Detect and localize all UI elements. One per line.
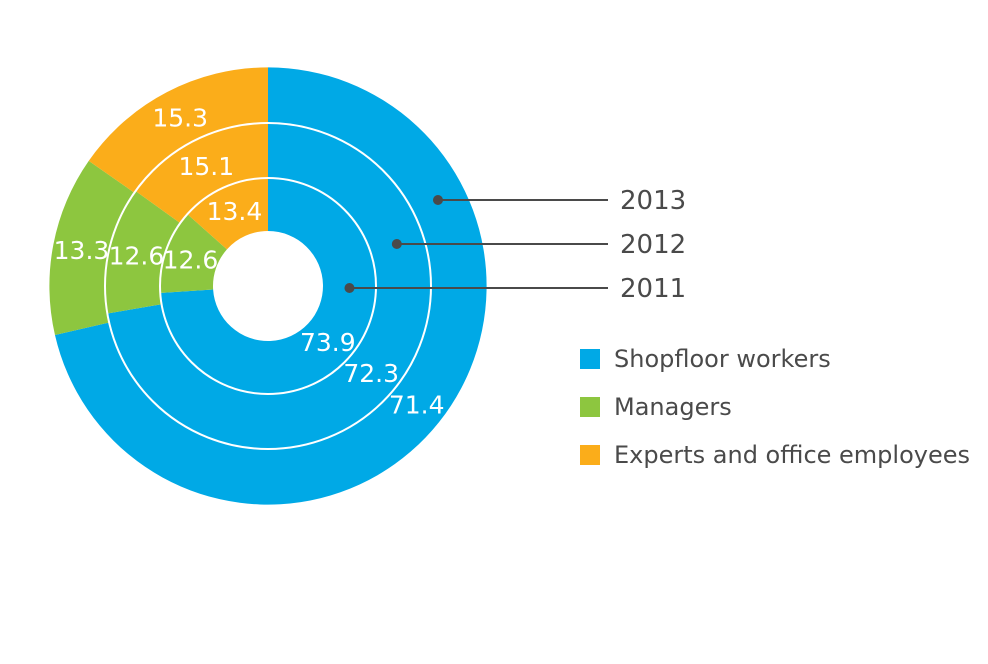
callout-label-2012: 2012 [620,230,686,260]
legend-swatch-shopfloor-workers [580,349,600,369]
year-callouts: 2011 2012 2013 [344,186,686,304]
value-label-2013-managers: 13.3 [54,236,110,265]
value-label-2013-experts-and-office-employees: 15.3 [152,104,208,133]
slice-2012-shopfloor-workers [106,122,432,450]
slice-2012-managers [104,190,181,314]
value-label-2013-shopfloor-workers: 71.4 [389,390,445,419]
value-label-2012-managers: 12.6 [109,242,165,271]
ring-divider-2 [104,122,432,450]
slice-2013-experts-and-office-employees [88,67,268,193]
value-label-2011-shopfloor-workers: 73.9 [300,328,356,357]
slice-2011-managers [159,213,227,293]
value-label-2012-experts-and-office-employees: 15.1 [178,152,234,181]
legend-swatch-experts-and-office-employees [580,445,600,465]
legend-item-shopfloor-workers: Shopfloor workers [580,335,970,383]
slice-2013-managers [49,160,135,336]
legend-item-managers: Managers [580,383,970,431]
callout-label-2011: 2011 [620,274,686,304]
value-label-2011-managers: 12.6 [163,245,219,274]
legend: Shopfloor workers Managers Experts and o… [580,335,970,479]
legend-label-managers: Managers [614,393,732,421]
callout-label-2013: 2013 [620,186,686,216]
slice-2012-experts-and-office-employees [135,122,268,224]
legend-item-experts-and-office-employees: Experts and office employees [580,431,970,479]
value-label-2011-experts-and-office-employees: 13.4 [207,197,263,226]
value-label-2012-shopfloor-workers: 72.3 [343,359,399,388]
slice-2011-shopfloor-workers [159,177,377,395]
ring-dividers [104,122,432,450]
value-labels: 73.9 12.6 13.4 72.3 12.6 15.1 71.4 13.3 15.3 [54,104,445,420]
slice-2011-experts-and-office-employees [186,177,268,250]
legend-swatch-managers [580,397,600,417]
ring-divider-1 [159,177,377,395]
slices-layer [49,67,487,505]
legend-label-experts-and-office-employees: Experts and office employees [614,441,971,469]
legend-label-shopfloor-workers: Shopfloor workers [614,345,831,373]
